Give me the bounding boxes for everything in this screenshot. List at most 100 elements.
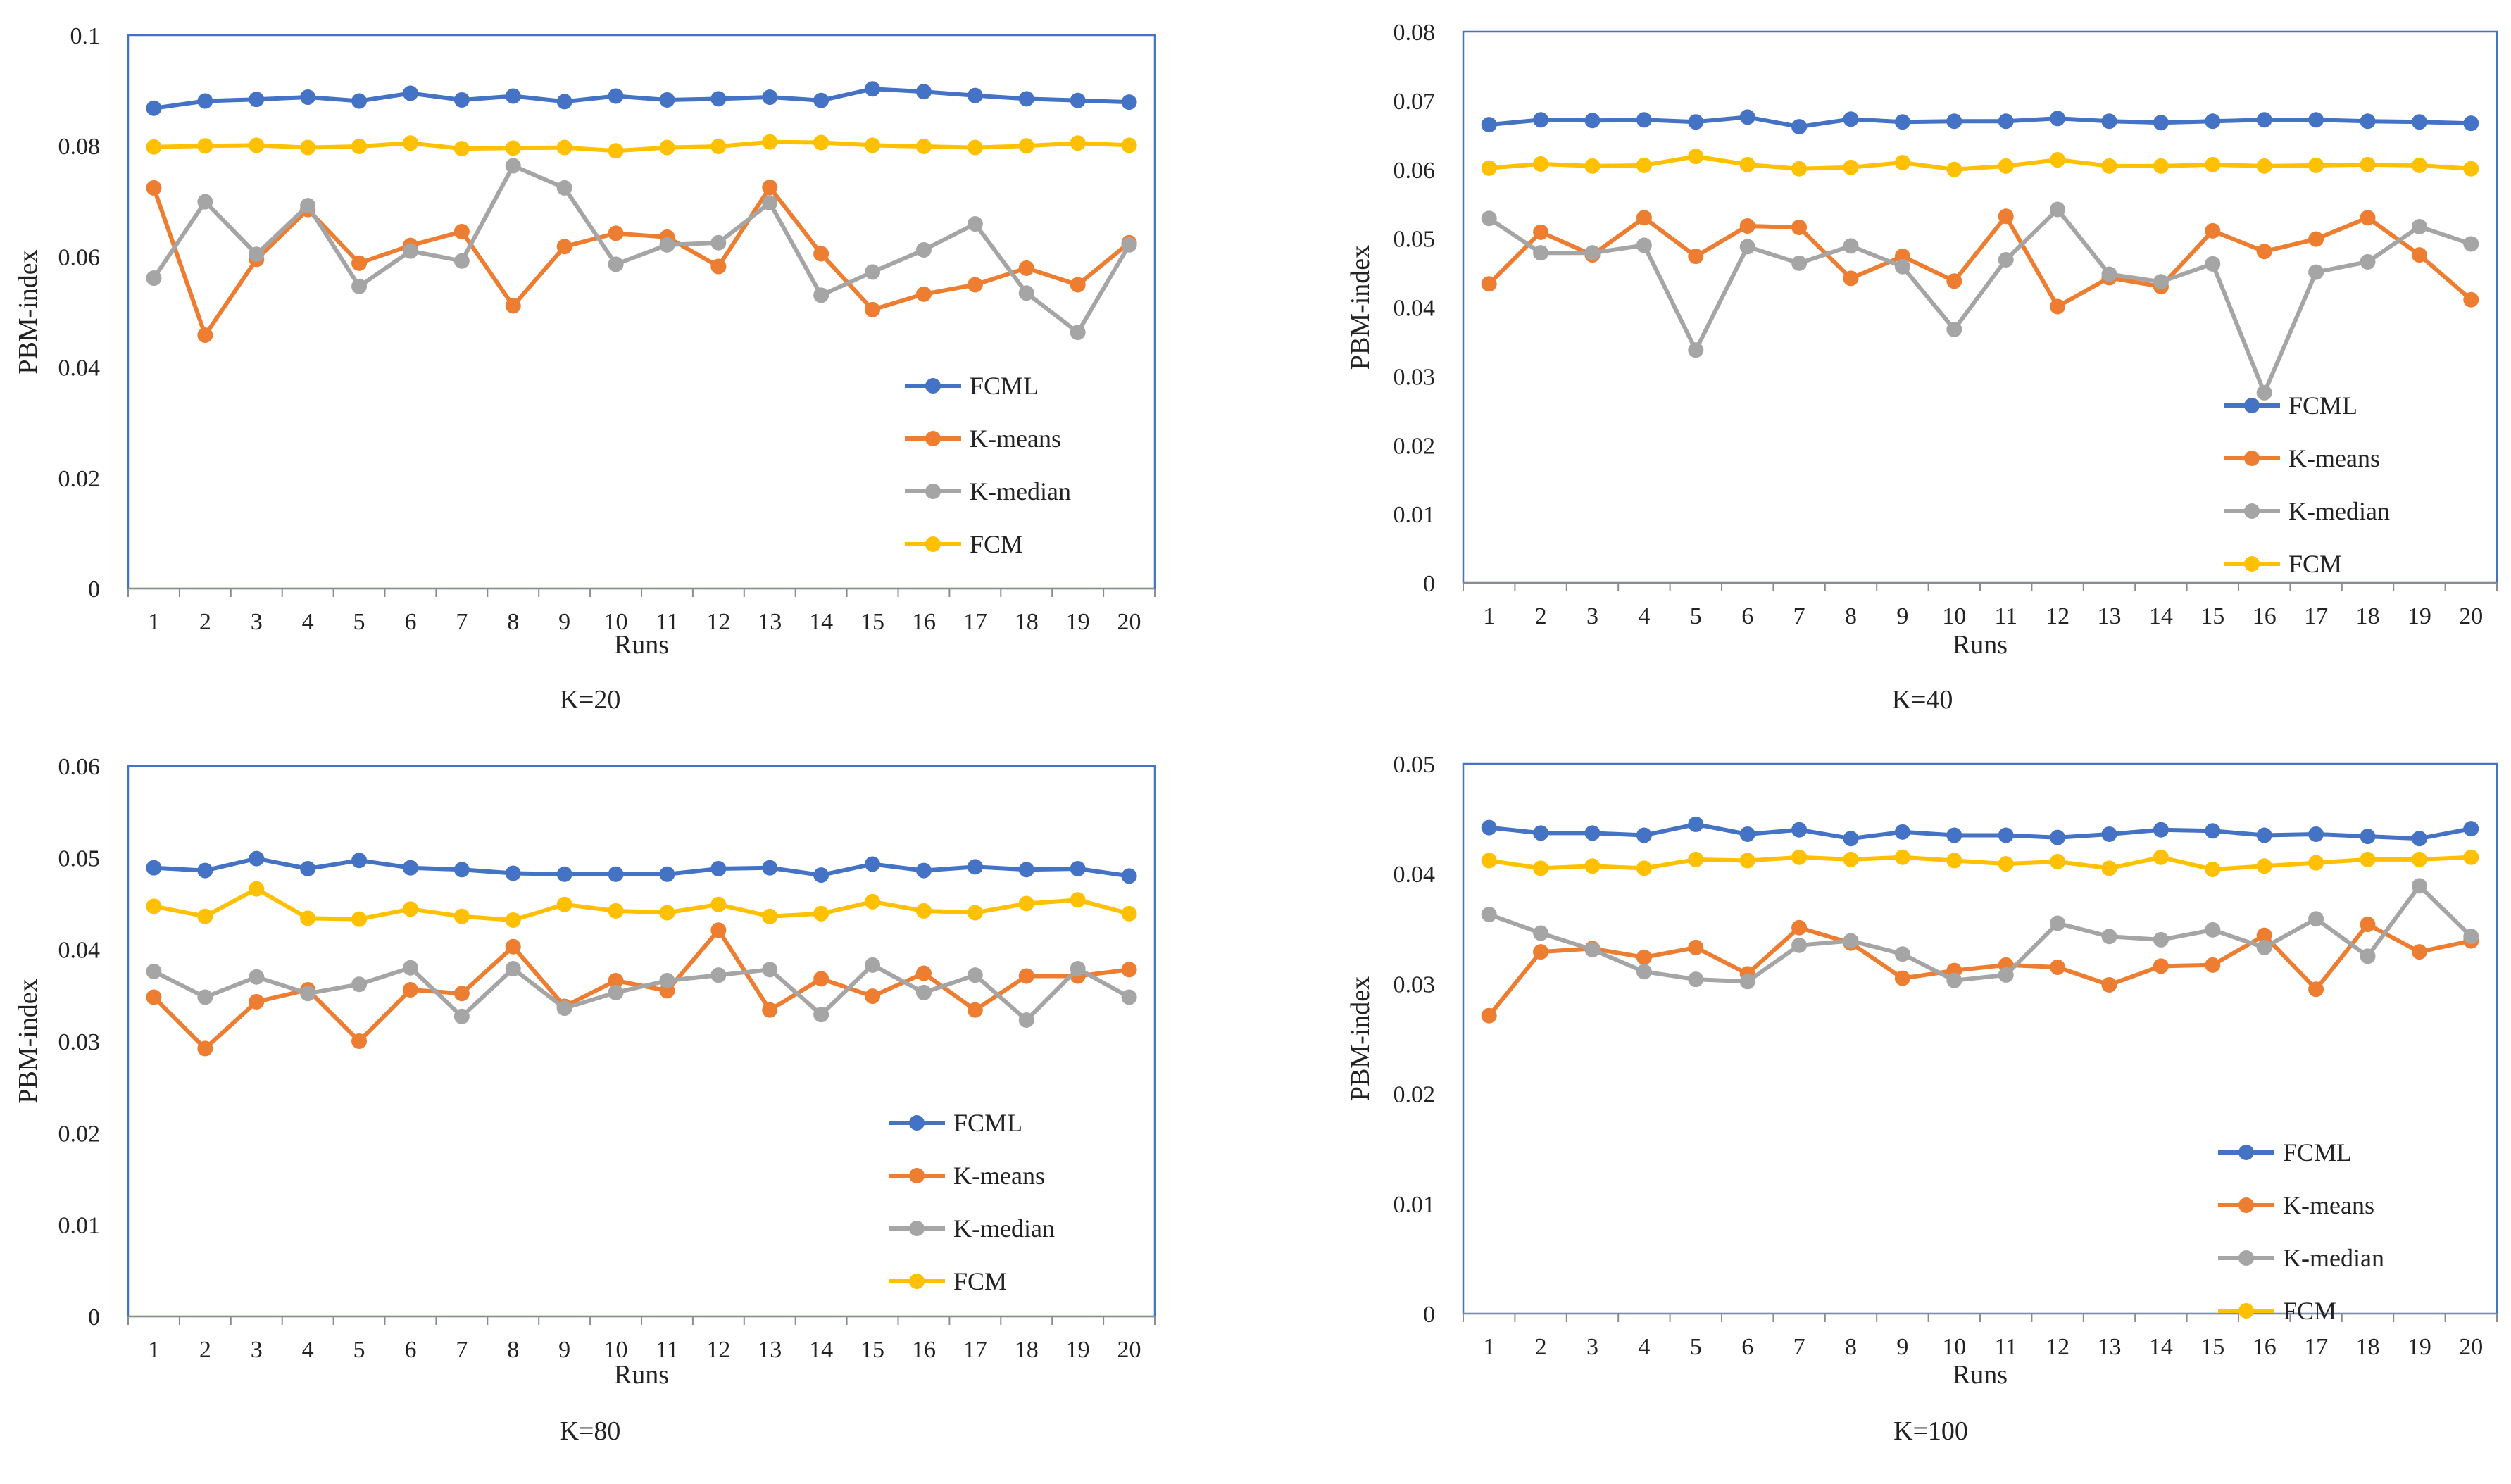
data-point-k-means [1533,224,1549,240]
data-point-k-means [1791,219,1808,235]
data-point-k-median [2101,929,2117,945]
legend: FCML K-means K-median FCM [2218,1138,2384,1325]
data-point-fcml [2411,831,2427,847]
data-point-fcm [556,139,572,156]
data-point-k-means [249,993,265,1010]
data-point-fcml [1533,112,1549,128]
data-point-fcm [2411,157,2427,173]
series-fcm [1481,849,2479,877]
data-point-fcml [710,91,727,107]
data-point-k-means [146,180,162,196]
data-point-k-median [1121,237,1137,253]
y-tick-label: 0 [88,577,100,603]
data-point-fcm [2153,849,2169,865]
data-point-fcml [2308,112,2324,128]
x-tick-label: 11 [1994,1334,2017,1360]
data-point-k-means [762,1002,778,1018]
data-point-k-median [1791,937,1808,953]
series-line-k-median [1488,207,2472,395]
y-tick-label: 0.02 [1394,433,1436,459]
data-point-k-median [2050,201,2066,218]
data-point-fcm [249,881,265,897]
data-point-k-median [865,264,881,280]
x-tick-label: 16 [2253,603,2277,629]
x-tick-label: 18 [1015,1337,1039,1363]
legend-label-k-median: K-median [2283,1244,2384,1272]
data-point-fcm [1584,858,1601,874]
data-point-fcm [197,138,213,154]
data-point-k-median [762,962,778,978]
x-tick-label: 20 [1117,609,1141,635]
data-point-fcm [1481,853,1497,869]
x-tick-label: 20 [2459,1334,2483,1360]
data-point-k-means [967,277,983,293]
x-tick-label: 14 [809,1337,833,1363]
data-point-k-median [300,198,316,214]
legend-swatch-marker [2244,556,2260,572]
data-point-fcml [659,866,675,882]
legend-swatch-marker [909,1274,925,1289]
data-point-fcm [1739,156,1755,172]
legend-label-fcm: FCM [953,1267,1007,1295]
y-tick-label: 0.07 [1394,89,1436,115]
data-point-k-median [659,972,675,988]
data-point-k-median [1894,258,1910,275]
data-point-fcm [659,139,675,156]
data-point-fcm [2101,158,2117,174]
data-point-k-median [1070,961,1086,977]
legend: FCML K-means K-median FCM [2224,391,2390,578]
data-point-k-median [967,967,983,983]
data-point-k-means [1070,277,1086,293]
data-point-fcm [1843,159,1859,175]
data-point-fcml [1998,113,2014,130]
x-tick-label: 10 [604,1337,628,1363]
x-tick-label: 14 [2149,1334,2173,1360]
data-point-k-median [915,241,932,258]
y-tick-label: 0 [1423,1302,1435,1328]
data-point-k-means [2050,298,2066,315]
data-point-k-median [1070,325,1086,341]
data-point-fcm [1791,849,1808,865]
data-point-fcm [710,896,727,912]
data-point-fcm [762,134,778,150]
data-point-fcm [300,139,316,156]
data-point-fcm [915,138,932,154]
series-line-k-means [1487,922,2472,1017]
data-point-k-means [1843,270,1859,287]
data-point-k-means [1018,968,1034,984]
series-fcml [1481,109,2479,135]
series-k-median [1481,201,2479,401]
y-tick-label: 0.1 [70,23,101,49]
x-axis-title: Runs [1953,1360,2008,1390]
data-point-k-means [915,965,932,981]
data-point-fcml [762,89,778,106]
data-point-fcml [146,100,162,116]
x-tick-label: 9 [558,609,570,635]
data-point-fcm [402,901,418,917]
x-axis-title: Runs [1953,630,2008,660]
chart-panel-k-80: 1 2 3 4 5 6 7 8 9 10 11 12 13 14 15 16 17 18 19 2000.010.02… [13,754,1156,1446]
data-point-fcm [865,893,881,910]
data-point-k-median [351,278,368,294]
legend-label-fcml: FCML [953,1109,1022,1137]
data-point-fcml [249,850,265,867]
data-point-k-median [1791,255,1808,271]
y-axis-title: PBM-index [1346,245,1375,370]
series-line-fcm [1489,855,2472,872]
chart-panel-k-40: 1 2 3 4 5 6 7 8 9 10 11 12 13 14 15 16 17 18 19 2000.010.02… [1346,20,2498,715]
data-point-k-median [1636,964,1652,980]
data-point-fcml [1843,111,1859,127]
data-point-k-median [1584,245,1601,261]
data-point-k-means [2153,958,2169,974]
data-point-fcml [967,859,983,875]
data-point-fcml [1533,825,1549,841]
series-line-k-median [151,163,1132,335]
data-point-fcm [1998,158,2014,174]
x-tick-label: 17 [2304,603,2328,629]
series-line-fcm [153,886,1130,922]
y-tick-label: 0.04 [58,938,101,964]
series-line-fcml [1489,822,2472,841]
data-point-fcm [1739,853,1755,869]
series-fcm [146,134,1137,159]
data-point-k-median [762,195,778,211]
